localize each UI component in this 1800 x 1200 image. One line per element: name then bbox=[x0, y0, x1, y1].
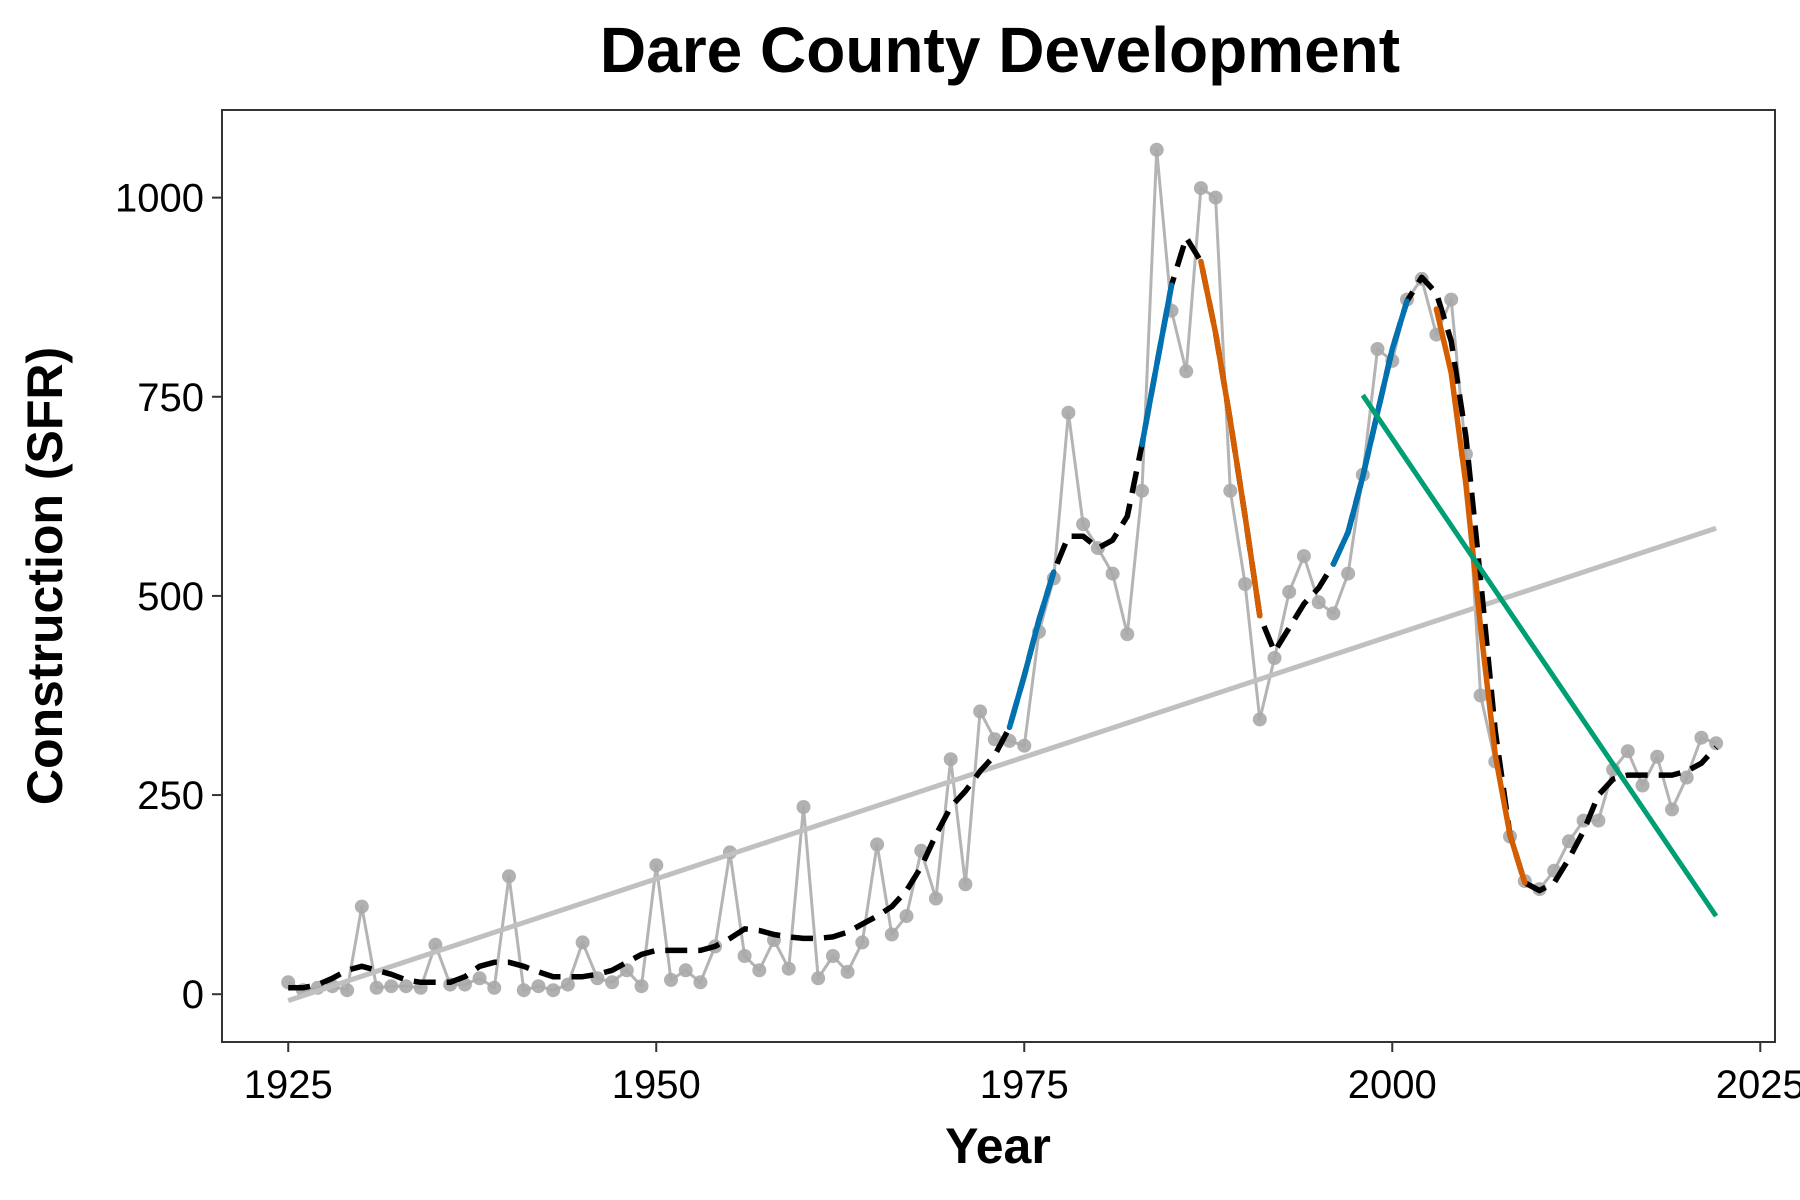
observed-point bbox=[752, 963, 767, 978]
observed-point bbox=[634, 979, 649, 994]
chart-title: Dare County Development bbox=[600, 14, 1400, 86]
increase-segment-line bbox=[1006, 569, 1057, 731]
recent-trend-line bbox=[1360, 393, 1719, 918]
observed-point bbox=[1105, 566, 1120, 581]
observed-point bbox=[1473, 688, 1488, 703]
x-tick-label: 1950 bbox=[612, 1063, 701, 1107]
observed-point bbox=[1370, 342, 1385, 356]
y-axis: 0 250 500 750 1000 bbox=[115, 177, 222, 1017]
observed-point bbox=[546, 983, 561, 998]
observed-point bbox=[605, 975, 620, 990]
x-tick-label: 1975 bbox=[980, 1063, 1069, 1107]
observed-point bbox=[1679, 770, 1694, 785]
observed-point bbox=[678, 963, 693, 978]
observed-point bbox=[811, 971, 826, 986]
observed-point bbox=[958, 877, 973, 892]
observed-point bbox=[870, 837, 885, 852]
increase-segment-line bbox=[1139, 282, 1175, 448]
observed-point bbox=[1444, 292, 1459, 307]
y-axis-title: Construction (SFR) bbox=[17, 347, 73, 805]
observed-point bbox=[664, 972, 678, 987]
smoothed-trend-line bbox=[288, 234, 1719, 991]
observed-point bbox=[1326, 606, 1341, 621]
observed-point bbox=[1635, 778, 1650, 793]
observed-point bbox=[840, 964, 855, 979]
x-tick-label: 1925 bbox=[244, 1063, 333, 1107]
observed-point bbox=[1135, 483, 1149, 498]
observed-point bbox=[1120, 627, 1135, 642]
observed-point bbox=[1149, 142, 1164, 157]
observed-point bbox=[457, 977, 472, 992]
observed-point bbox=[1179, 364, 1194, 379]
decrease-segment-line bbox=[1198, 258, 1263, 619]
observed-point bbox=[1208, 190, 1223, 205]
observed-point bbox=[1665, 802, 1679, 817]
y-tick-label: 1000 bbox=[115, 177, 204, 221]
observed-point bbox=[1341, 566, 1356, 581]
observed-point bbox=[369, 980, 384, 995]
x-tick-label: 2000 bbox=[1348, 1063, 1437, 1107]
x-axis: 1925 1950 1975 2000 2025 bbox=[244, 1042, 1800, 1107]
observed-point bbox=[1267, 651, 1282, 665]
observed-point bbox=[943, 752, 958, 767]
observed-point bbox=[899, 909, 914, 924]
observed-point bbox=[781, 961, 796, 976]
observed-point bbox=[1709, 736, 1724, 751]
observed-point bbox=[575, 935, 590, 950]
observed-point bbox=[1252, 712, 1267, 727]
observed-point bbox=[502, 869, 516, 884]
observed-point bbox=[1561, 834, 1576, 849]
observed-point bbox=[1061, 405, 1076, 420]
observed-point bbox=[1591, 813, 1606, 828]
observed-point bbox=[1311, 595, 1326, 610]
observed-point bbox=[737, 949, 752, 963]
observed-point bbox=[1650, 749, 1665, 764]
observed-point bbox=[1017, 738, 1032, 753]
observed-point bbox=[590, 971, 605, 986]
plot-area bbox=[281, 142, 1724, 1003]
observed-point bbox=[1282, 584, 1297, 599]
observed-point bbox=[354, 899, 369, 914]
observed-point bbox=[1296, 549, 1311, 564]
observed-point bbox=[1193, 181, 1208, 196]
y-tick-label: 500 bbox=[137, 575, 204, 619]
observed-point bbox=[693, 975, 708, 990]
observed-point bbox=[531, 979, 546, 994]
observed-point bbox=[855, 935, 870, 950]
observed-point bbox=[340, 983, 355, 998]
observed-point bbox=[825, 949, 840, 963]
observed-point bbox=[1076, 517, 1091, 532]
observed-point bbox=[1223, 483, 1238, 498]
y-tick-label: 0 bbox=[182, 973, 204, 1017]
observed-point bbox=[516, 983, 531, 998]
observed-point bbox=[384, 979, 399, 994]
observed-point bbox=[472, 971, 487, 986]
observed-point bbox=[884, 927, 899, 942]
observed-point bbox=[796, 800, 811, 814]
x-tick-label: 2025 bbox=[1716, 1063, 1800, 1107]
y-tick-label: 750 bbox=[137, 376, 204, 420]
observed-point bbox=[1620, 744, 1635, 759]
observed-point bbox=[399, 979, 413, 994]
observed-point bbox=[1238, 577, 1253, 591]
observed-point bbox=[487, 980, 502, 995]
observed-point bbox=[973, 704, 988, 719]
increase-segment-line bbox=[1330, 298, 1410, 567]
observed-point bbox=[649, 858, 664, 873]
observed-point bbox=[1694, 730, 1709, 745]
x-axis-title: Year bbox=[945, 1118, 1051, 1174]
observed-point bbox=[560, 977, 575, 992]
plot-frame bbox=[221, 109, 1776, 1043]
observed-point bbox=[928, 891, 943, 906]
y-tick-label: 250 bbox=[137, 774, 204, 818]
decrease-segment-line bbox=[1433, 306, 1528, 886]
